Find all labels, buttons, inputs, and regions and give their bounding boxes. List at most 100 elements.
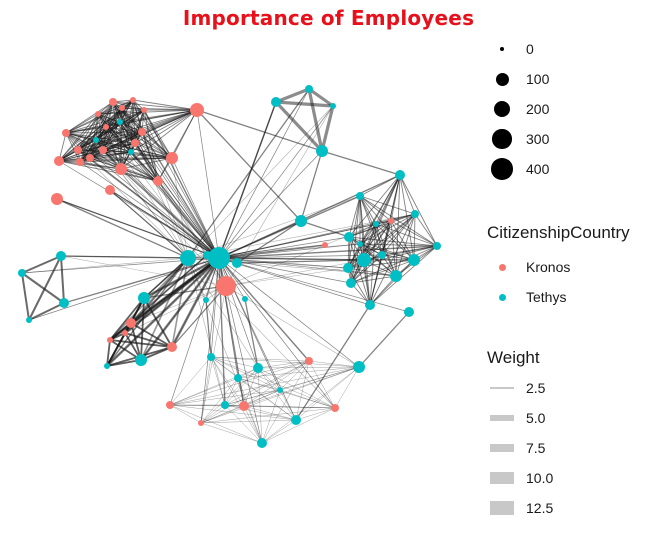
- graph-edge: [350, 254, 383, 284]
- graph-edge: [105, 256, 221, 368]
- node-kronos: [76, 158, 84, 166]
- graph-edge: [210, 356, 360, 368]
- graph-edge: [60, 255, 65, 304]
- node-tethys: [18, 269, 26, 277]
- graph-edge: [77, 113, 99, 151]
- graph-edge: [210, 356, 245, 407]
- graph-edge: [359, 243, 415, 261]
- node-tethys: [295, 215, 307, 227]
- node-kronos: [216, 276, 236, 296]
- graph-edge: [348, 195, 361, 238]
- node-tethys: [277, 387, 283, 393]
- weight-legend-item: 12.5: [487, 493, 553, 523]
- graph-edge: [279, 366, 360, 391]
- graph-edge: [119, 121, 132, 153]
- graph-edge: [79, 121, 121, 163]
- node-kronos: [322, 242, 328, 248]
- node-tethys: [373, 221, 379, 227]
- graph-edge: [169, 404, 263, 444]
- graph-edge: [65, 113, 99, 134]
- graph-edge: [210, 356, 226, 406]
- weight-legend-item-key: [487, 403, 517, 433]
- graph-edge: [77, 149, 173, 159]
- graph-edge: [157, 180, 220, 259]
- weight-legend-item-label: 2.5: [526, 380, 546, 396]
- country-legend-item: Kronos: [487, 252, 630, 282]
- node-kronos: [51, 193, 63, 205]
- graph-title: Importance of Employees: [182, 6, 475, 30]
- weight-legend: Weight 2.5 5.0 7.5 10.0 12.5: [487, 348, 553, 523]
- graph-edge: [109, 254, 208, 341]
- graph-edge: [218, 88, 310, 259]
- node-tethys: [257, 438, 267, 448]
- graph-edge: [348, 236, 415, 261]
- country-legend-item-label: Tethys: [526, 289, 567, 305]
- graph-edge: [196, 109, 302, 222]
- graph-edge: [134, 142, 159, 182]
- graph-edge: [130, 322, 142, 361]
- graph-edge: [28, 257, 220, 321]
- node-kronos: [167, 342, 177, 352]
- graph-edge: [237, 377, 336, 409]
- node-tethys: [346, 278, 356, 288]
- graph-edge: [274, 100, 324, 153]
- weight-legend-item: 7.5: [487, 433, 545, 463]
- node-kronos: [122, 330, 128, 336]
- graph-edge: [95, 139, 173, 159]
- graph-edge: [119, 121, 173, 159]
- graph-edge: [119, 99, 134, 123]
- node-tethys: [221, 401, 229, 409]
- country-legend: CitizenshipCountry Kronos Tethys: [487, 223, 630, 312]
- graph-edge: [359, 195, 392, 222]
- graph-edge: [225, 285, 360, 368]
- graph-edge: [224, 360, 310, 406]
- graph-edge: [218, 223, 377, 259]
- size-dot: [499, 46, 505, 52]
- graph-edge: [218, 220, 302, 259]
- graph-edge: [130, 151, 159, 182]
- node-kronos: [115, 163, 127, 175]
- graph-edge: [58, 113, 99, 162]
- node-tethys: [138, 292, 150, 304]
- graph-edge: [334, 366, 360, 409]
- node-kronos: [103, 124, 109, 130]
- country-dot: [498, 293, 506, 301]
- graph-edge: [58, 160, 159, 182]
- graph-edge: [347, 259, 415, 269]
- graph-edge: [143, 109, 173, 159]
- graph-edge: [369, 213, 416, 306]
- node-tethys: [395, 170, 405, 180]
- graph-edge: [390, 220, 438, 247]
- graph-edge: [347, 174, 401, 269]
- graph-edge: [21, 272, 65, 304]
- size-legend-item-key: [487, 34, 517, 64]
- node-kronos: [74, 146, 82, 154]
- graph-edge: [102, 149, 159, 182]
- graph-edge: [274, 100, 335, 108]
- graph-edge: [257, 360, 310, 369]
- graph-edge: [350, 213, 416, 284]
- graph-edge: [169, 367, 259, 406]
- network-graph: [18, 85, 441, 448]
- graph-edge: [141, 131, 159, 182]
- graph-edge: [130, 257, 189, 324]
- node-tethys: [433, 242, 441, 250]
- graph-edge: [257, 367, 336, 409]
- graph-edge: [413, 213, 416, 261]
- node-tethys: [316, 145, 328, 157]
- graph-edge: [79, 161, 220, 259]
- node-tethys: [56, 251, 66, 261]
- graph-edge: [65, 132, 97, 141]
- size-legend-item-label: 300: [526, 131, 550, 147]
- graph-edge: [399, 174, 415, 261]
- graph-edge: [134, 142, 173, 159]
- graph-edge: [200, 360, 310, 424]
- graph-edge: [21, 255, 62, 274]
- graph-edge: [171, 109, 198, 159]
- node-tethys: [330, 103, 336, 109]
- node-tethys: [408, 254, 420, 266]
- graph-edge: [218, 257, 310, 362]
- node-tethys: [353, 361, 365, 373]
- graph-edge: [106, 339, 111, 367]
- graph-edge: [347, 267, 371, 306]
